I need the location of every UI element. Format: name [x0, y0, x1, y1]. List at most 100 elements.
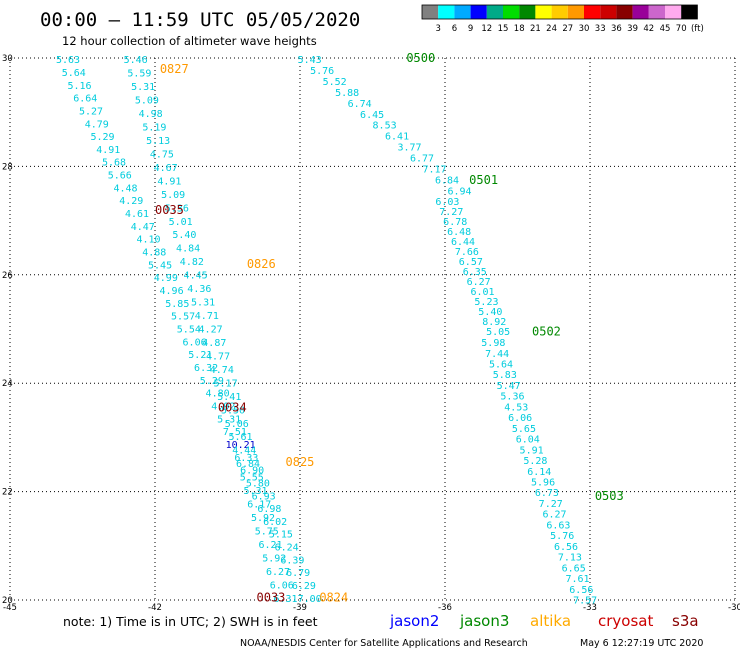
wave-height-value: 5.91 — [520, 445, 544, 456]
scale-label: 12 — [481, 24, 492, 34]
wave-height-value: 5.52 — [323, 77, 347, 88]
scale-swatch — [567, 5, 584, 19]
scale-label: 39 — [627, 24, 638, 34]
wave-height-value: 5.65 — [512, 424, 536, 435]
wave-height-value: 5.21 — [188, 350, 212, 361]
wave-height-value: 6.73 — [535, 488, 559, 499]
wave-height-value: 5.59 — [127, 69, 151, 80]
wave-height-value: 4.10 — [137, 235, 161, 246]
wave-height-value: 4.96 — [160, 286, 184, 297]
wave-height-value: 4.61 — [125, 209, 149, 220]
wave-height-value: 4.91 — [96, 145, 120, 156]
scale-swatch — [681, 5, 698, 19]
wave-height-value: 6.84 — [236, 459, 260, 470]
y-tick-label: 30 — [2, 54, 13, 64]
pass-label: 0824 — [319, 590, 348, 604]
wave-height-value: 6.03 — [435, 197, 459, 208]
scale-label: 70 — [676, 24, 687, 34]
wave-height-value: 4.53 — [504, 402, 528, 413]
wave-height-value: 4.45 — [184, 271, 208, 282]
satellite-legend-jason2: jason2 — [389, 612, 439, 630]
wave-height-value: 5.05 — [486, 327, 510, 338]
wave-height-value: 7.61 — [565, 574, 589, 585]
wave-height-value: 6.77 — [410, 153, 434, 164]
scale-swatch — [584, 5, 601, 19]
wave-height-value: 6.94 — [447, 186, 471, 197]
wave-height-value: 6.93 — [252, 491, 276, 502]
wave-height-value: 5.43 — [298, 55, 322, 66]
satellite-legend-jason3: jason3 — [459, 612, 509, 630]
wave-height-value: 5.88 — [335, 88, 359, 99]
wave-height-value: 5.47 — [497, 381, 521, 392]
track-0502: 6.037.276.786.486.447.666.576.356.276.01… — [435, 197, 561, 339]
x-tick-label: -39 — [293, 603, 307, 613]
wave-height-value: 5.09 — [135, 96, 159, 107]
pass-label: 0500 — [406, 51, 435, 65]
x-tick-label: -33 — [583, 603, 597, 613]
wave-height-value: 5.19 — [142, 122, 166, 133]
y-tick-label: 28 — [2, 162, 13, 172]
wave-height-value: 4.67 — [154, 163, 178, 174]
wave-height-value: 6.44 — [451, 237, 475, 248]
wave-height-value: 4.84 — [176, 244, 200, 255]
color-scale-legend: 3 6 9 12 15 18 21 24 27 30 33 36 39 42 45 70 (ft) — [421, 4, 704, 34]
track-0826: 5.46 5.59 5.31 5.09 4.98 5.19 5.13 4.75 4.67 4.91… — [124, 55, 298, 605]
wave-height-value: 5.46 — [124, 55, 148, 66]
wave-height-value: 6.06 — [508, 413, 532, 424]
wave-height-value: 6.01 — [471, 287, 495, 298]
wave-height-value: 5.76 — [310, 66, 334, 77]
pass-label: 0825 — [286, 455, 315, 469]
satellite-legend-altika: altika — [530, 612, 571, 630]
wave-height-value: 6.31 — [273, 594, 297, 605]
pass-label: 0501 — [469, 173, 498, 187]
scale-label: 27 — [562, 24, 573, 34]
wave-height-value: 7.44 — [485, 349, 509, 360]
wave-height-value: 6.32 — [194, 363, 218, 374]
scale-swatch — [535, 5, 552, 19]
wave-height-value: 4.79 — [85, 119, 109, 130]
wave-height-value: 6.39 — [280, 555, 304, 566]
wave-height-value: 6.45 — [360, 110, 384, 121]
wave-height-value: 6.27 — [266, 567, 290, 578]
wave-height-value: 8.92 — [482, 317, 506, 328]
wave-height-value: 7.13 — [558, 553, 582, 564]
wave-height-value: 4.27 — [199, 325, 223, 336]
scale-swatch — [648, 5, 665, 19]
scale-swatch — [503, 5, 520, 19]
wave-height-value: 5.40 — [172, 230, 196, 241]
wave-height-value: 5.23 — [474, 297, 498, 308]
wave-height-value: 5.31 — [217, 414, 241, 425]
wave-height-value: 5.29 — [200, 376, 224, 387]
wave-height-value: 6.29 — [292, 581, 316, 592]
wave-height-value: 5.80 — [246, 478, 270, 489]
wave-height-value: 6.48 — [447, 227, 471, 238]
scale-swatch — [454, 5, 471, 19]
pass-label: 0827 — [160, 62, 189, 76]
scale-label: 30 — [579, 24, 590, 34]
wave-height-value: 6.74 — [348, 99, 372, 110]
scale-swatch — [422, 5, 439, 19]
footer-note: note: 1) Time is in UTC; 2) SWH is in fe… — [63, 614, 318, 629]
wave-height-value: 5.68 — [102, 158, 126, 169]
wave-height-value: 6.98 — [257, 504, 281, 515]
wave-height-value: 7.17 — [422, 164, 446, 175]
scale-swatch — [470, 5, 487, 19]
scale-label: 45 — [660, 24, 671, 34]
satellite-legend: jason2 jason3 altika cryosat s3a — [389, 612, 699, 630]
scale-label: 15 — [498, 24, 509, 34]
wave-height-value: 4.99 — [154, 273, 178, 284]
wave-height-value: 5.40 — [478, 307, 502, 318]
wave-height-value: 5.29 — [90, 132, 114, 143]
wave-height-value: 6.14 — [527, 467, 551, 478]
scale-swatch — [519, 5, 536, 19]
wave-height-value: 4.36 — [187, 284, 211, 295]
wave-height-value: 6.06 — [270, 580, 294, 591]
y-tick-label: 22 — [2, 488, 13, 498]
wave-height-value: 4.47 — [131, 222, 155, 233]
satellite-legend-cryosat: cryosat — [598, 612, 653, 630]
wave-height-value: 5.17 — [214, 378, 238, 389]
scale-swatch — [665, 5, 682, 19]
wave-height-value: 5.98 — [481, 338, 505, 349]
